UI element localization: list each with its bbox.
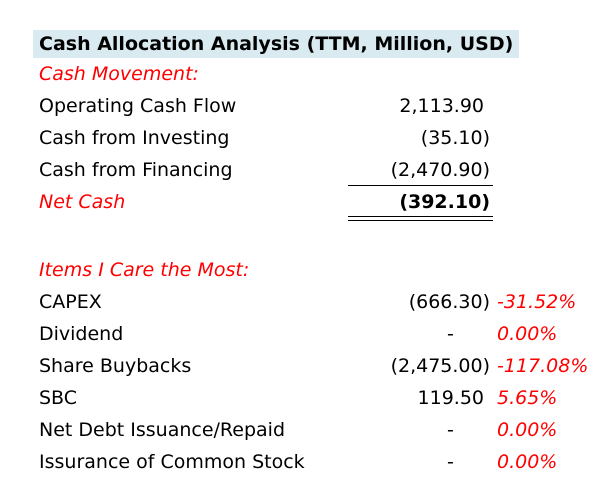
table-row: Cash from Financing (2,470.90) [0, 154, 615, 186]
sheet-title: Cash Allocation Analysis (TTM, Million, … [33, 30, 520, 58]
row-label-sbc: SBC [39, 387, 78, 409]
row-value-share-buybacks: (2,475.00) [390, 355, 490, 377]
row-value-cash-from-investing: (35.10) [420, 127, 490, 149]
subtotal-underline [348, 185, 493, 186]
row-label-net-debt: Net Debt Issuance/Repaid [39, 419, 286, 441]
row-pct-dividend: 0.00% [497, 323, 558, 345]
row-value-operating-cash-flow: 2,113.90 [399, 95, 484, 117]
table-row: Issurance of Common Stock - 0.00% [0, 446, 615, 478]
row-pct-share-buybacks: -117.08% [497, 355, 589, 377]
row-value-cash-from-financing: (2,470.90) [390, 159, 490, 181]
total-double-underline [348, 216, 493, 221]
row-value-sbc: 119.50 [417, 387, 484, 409]
row-pct-sbc: 5.65% [497, 387, 558, 409]
row-pct-net-debt: 0.00% [497, 419, 558, 441]
table-row: Cash from Investing (35.10) [0, 122, 615, 154]
net-cash-value: (392.10) [399, 191, 490, 213]
row-value-capex: (666.30) [408, 291, 490, 313]
net-cash-row: Net Cash (392.10) [0, 186, 615, 218]
cash-movement-heading: Cash Movement: [39, 63, 199, 85]
row-label-operating-cash-flow: Operating Cash Flow [39, 95, 237, 117]
row-label-share-buybacks: Share Buybacks [39, 355, 192, 377]
net-cash-label: Net Cash [39, 191, 126, 213]
items-heading-row: Items I Care the Most: [0, 254, 615, 286]
table-row: CAPEX (666.30) -31.52% [0, 286, 615, 318]
row-label-cash-from-financing: Cash from Financing [39, 159, 233, 181]
table-row: Operating Cash Flow 2,113.90 [0, 90, 615, 122]
table-row: Dividend - 0.00% [0, 318, 615, 350]
row-label-dividend: Dividend [39, 323, 124, 345]
row-pct-capex: -31.52% [497, 291, 577, 313]
row-value-net-debt: - [447, 419, 454, 441]
row-label-common-stock: Issurance of Common Stock [39, 451, 305, 473]
row-value-dividend: - [447, 323, 454, 345]
table-row: Share Buybacks (2,475.00) -117.08% [0, 350, 615, 382]
row-value-common-stock: - [447, 451, 454, 473]
cash-movement-heading-row: Cash Movement: [0, 58, 615, 90]
table-row: Net Debt Issuance/Repaid - 0.00% [0, 414, 615, 446]
row-label-cash-from-investing: Cash from Investing [39, 127, 230, 149]
row-label-capex: CAPEX [39, 291, 102, 313]
row-pct-common-stock: 0.00% [497, 451, 558, 473]
items-heading: Items I Care the Most: [39, 259, 250, 281]
table-row: SBC 119.50 5.65% [0, 382, 615, 414]
